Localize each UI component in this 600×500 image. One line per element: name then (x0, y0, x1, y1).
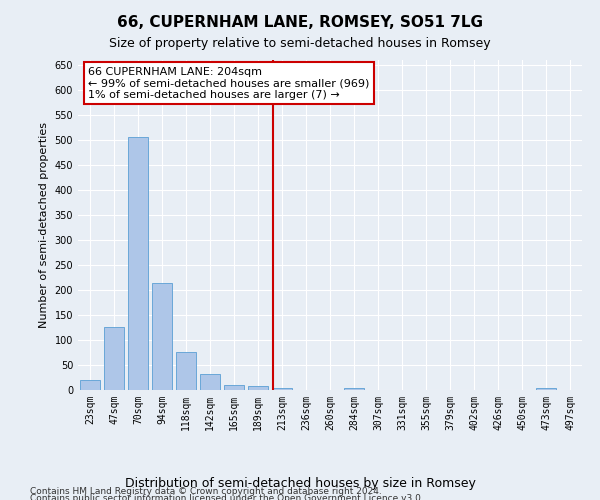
Bar (248, 386, 268, 390)
Text: 66 CUPERNHAM LANE: 204sqm
← 99% of semi-detached houses are smaller (969)
1% of : 66 CUPERNHAM LANE: 204sqm ← 99% of semi-… (88, 66, 370, 100)
Bar (104, 326, 124, 390)
Text: Size of property relative to semi-detached houses in Romsey: Size of property relative to semi-detach… (109, 38, 491, 51)
Bar (200, 374, 220, 390)
Bar (80, 380, 100, 390)
Bar (344, 388, 364, 390)
Text: 66, CUPERNHAM LANE, ROMSEY, SO51 7LG: 66, CUPERNHAM LANE, ROMSEY, SO51 7LG (117, 15, 483, 30)
Y-axis label: Number of semi-detached properties: Number of semi-detached properties (39, 122, 49, 328)
Bar (272, 388, 292, 390)
Bar (536, 388, 556, 390)
Bar (224, 385, 244, 390)
Text: Distribution of semi-detached houses by size in Romsey: Distribution of semi-detached houses by … (125, 478, 475, 490)
Text: Contains HM Land Registry data © Crown copyright and database right 2024.: Contains HM Land Registry data © Crown c… (30, 488, 382, 496)
Bar (152, 283, 172, 390)
Bar (128, 136, 148, 390)
Text: Contains public sector information licensed under the Open Government Licence v3: Contains public sector information licen… (30, 494, 424, 500)
Bar (176, 352, 196, 390)
